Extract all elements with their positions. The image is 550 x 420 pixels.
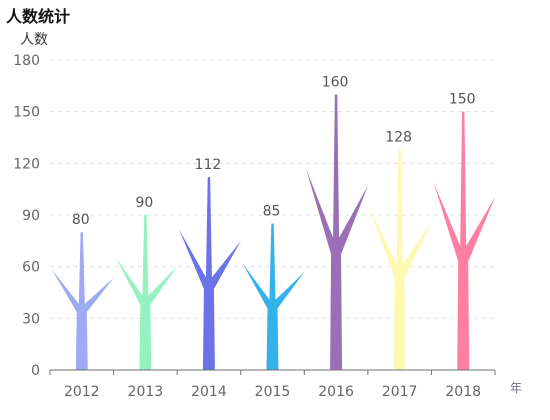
x-tick-label-2016: 2016 (318, 384, 354, 400)
bar-2017[interactable] (369, 149, 432, 370)
bar-2012[interactable] (51, 232, 114, 370)
x-tick-label-2015: 2015 (255, 384, 291, 400)
x-axis-label: 年 (510, 381, 522, 395)
bar-2014[interactable] (178, 177, 241, 370)
data-label-2018: 150 (449, 92, 476, 108)
bar-2013[interactable] (115, 215, 178, 370)
y-axis-ticks: 0 30 60 90 120 150 180 (13, 53, 40, 379)
data-label-2017: 128 (385, 130, 412, 146)
x-axis-ticks: 2012 2013 2014 2015 2016 2017 2018 (64, 384, 481, 400)
chart-title: 人数统计 (6, 7, 71, 26)
y-axis-label: 人数 (20, 32, 48, 48)
y-tick-label-5: 150 (13, 105, 40, 121)
bar-2016[interactable] (306, 94, 369, 370)
x-tick-label-2012: 2012 (64, 384, 100, 400)
x-tick-label-2017: 2017 (382, 384, 418, 400)
data-labels: 80 90 112 85 160 128 150 (72, 74, 476, 228)
y-tick-label-3: 90 (22, 208, 40, 224)
x-axis (49, 369, 496, 375)
data-label-2014: 112 (195, 157, 222, 173)
grid-lines (50, 59, 495, 319)
bars (51, 94, 496, 371)
y-tick-label-4: 120 (13, 156, 40, 172)
x-tick-label-2014: 2014 (191, 384, 227, 400)
data-label-2012: 80 (72, 212, 90, 228)
y-tick-label-6: 180 (13, 53, 40, 69)
bar-2018[interactable] (433, 111, 496, 371)
x-tick-label-2018: 2018 (445, 384, 481, 400)
y-tick-label-1: 30 (22, 311, 40, 327)
bar-2015[interactable] (242, 223, 305, 370)
y-tick-label-0: 0 (31, 363, 40, 379)
y-tick-label-2: 60 (22, 260, 40, 276)
data-label-2016: 160 (322, 74, 349, 90)
data-label-2015: 85 (263, 204, 281, 220)
data-label-2013: 90 (135, 195, 153, 211)
x-tick-label-2013: 2013 (128, 384, 164, 400)
